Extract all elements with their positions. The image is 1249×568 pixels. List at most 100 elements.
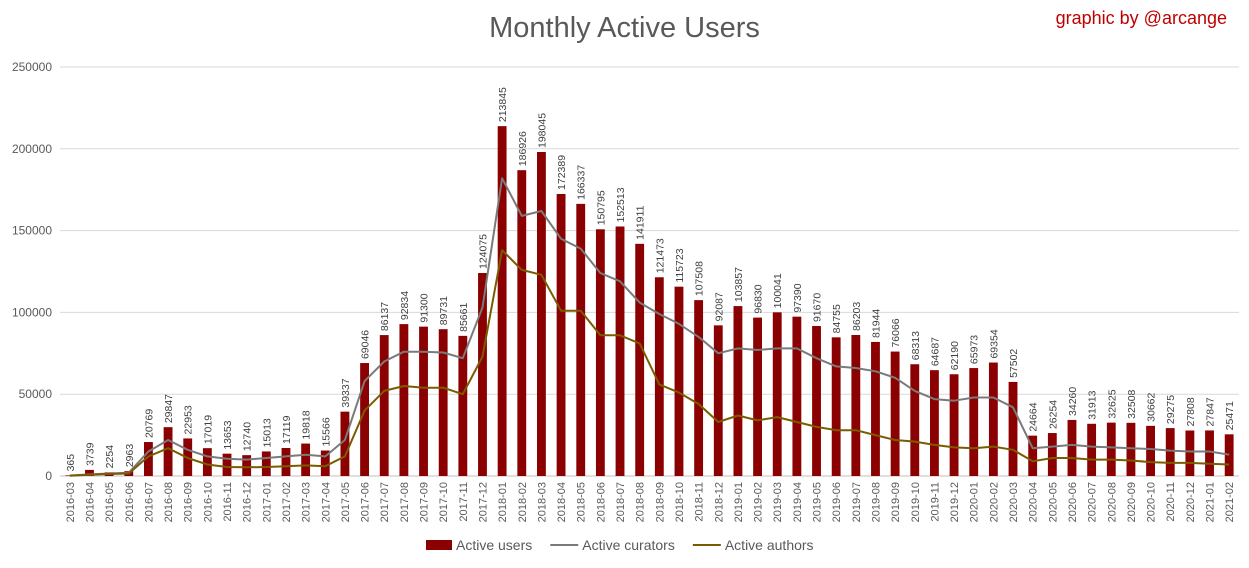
bar: [1224, 434, 1234, 476]
x-tick-label: 2016-04: [84, 482, 96, 522]
bar: [163, 427, 173, 476]
y-tick-label: 50000: [19, 387, 53, 401]
data-label: 57502: [1008, 349, 1020, 378]
bar: [988, 362, 998, 476]
bar: [1126, 422, 1136, 476]
x-tick-label: 2020-05: [1047, 482, 1059, 522]
x-tick-label: 2018-04: [556, 482, 568, 522]
x-tick-label: 2018-01: [497, 482, 509, 522]
bar: [595, 229, 605, 476]
data-label: 91670: [812, 293, 824, 322]
data-label: 3739: [84, 442, 96, 466]
x-tick-label: 2018-02: [517, 482, 529, 522]
x-tick-label: 2017-03: [301, 482, 313, 522]
x-tick-label: 2016-08: [163, 482, 175, 522]
bar: [772, 312, 782, 476]
data-label: 186926: [517, 131, 529, 166]
data-label: 17119: [281, 415, 293, 444]
x-tick-label: 2018-08: [635, 482, 647, 522]
bar: [242, 455, 252, 476]
data-label: 91300: [419, 293, 431, 322]
data-label: 86137: [379, 302, 391, 331]
bar: [281, 447, 291, 476]
bar: [261, 451, 271, 476]
data-label: 22953: [183, 405, 195, 434]
bar: [1067, 419, 1077, 476]
x-tick-label: 2017-02: [281, 482, 293, 522]
legend-label: Active authors: [725, 537, 814, 553]
bar: [1146, 425, 1155, 476]
x-tick-label: 2021-01: [1205, 482, 1217, 522]
x-tick-label: 2016-12: [242, 482, 254, 522]
x-tick-label: 2018-05: [576, 482, 588, 522]
x-tick-label: 2017-12: [477, 482, 489, 522]
data-label: 92834: [399, 291, 411, 320]
x-tick-label: 2021-02: [1224, 482, 1236, 522]
data-label: 15013: [261, 418, 273, 447]
x-tick-label: 2018-11: [694, 482, 706, 522]
bar: [85, 469, 94, 476]
data-label: 166337: [576, 165, 588, 200]
x-tick-label: 2016-03: [65, 482, 77, 522]
x-tick-label: 2019-11: [929, 482, 941, 522]
bar: [792, 316, 802, 476]
bar: [360, 363, 369, 476]
bar: [1008, 381, 1018, 476]
x-tick-label: 2017-08: [399, 482, 411, 522]
data-label: 19818: [301, 410, 313, 439]
series-line-active-curators: [69, 177, 1230, 477]
bar: [753, 317, 762, 476]
bar: [340, 411, 350, 476]
bar: [1205, 430, 1214, 476]
bar: [1185, 430, 1195, 476]
data-label: 26254: [1047, 400, 1059, 429]
bar: [556, 193, 566, 476]
bar: [871, 341, 880, 476]
data-label: 65973: [969, 335, 981, 364]
data-label: 25471: [1224, 401, 1236, 430]
bar: [930, 370, 939, 476]
x-tick-label: 2017-09: [419, 482, 431, 522]
x-tick-label: 2019-09: [890, 482, 902, 522]
bar: [301, 443, 311, 476]
x-tick-label: 2016-09: [183, 482, 195, 522]
bar: [222, 453, 232, 476]
x-tick-label: 2018-12: [713, 482, 725, 522]
chart-title: Monthly Active Users: [489, 12, 760, 44]
x-tick-label: 2016-11: [222, 482, 234, 522]
data-label: 64687: [929, 337, 941, 366]
x-tick-label: 2020-03: [1008, 482, 1020, 522]
bar: [635, 243, 645, 476]
data-label: 365: [65, 454, 77, 472]
bar: [1106, 422, 1116, 476]
x-tick-label: 2019-05: [812, 482, 824, 522]
data-label: 69046: [360, 330, 372, 359]
data-label: 92087: [713, 292, 725, 321]
x-tick-label: 2019-12: [949, 482, 961, 522]
bar: [1165, 428, 1175, 476]
x-tick-label: 2020-09: [1126, 482, 1138, 522]
data-label: 17019: [202, 415, 214, 444]
bar: [969, 368, 979, 476]
bar: [694, 300, 704, 476]
x-tick-label: 2017-05: [340, 482, 352, 522]
x-tick-label: 2020-07: [1087, 482, 1099, 522]
x-tick-label: 2016-07: [143, 482, 155, 522]
data-label: 84755: [831, 304, 843, 333]
bar: [517, 170, 527, 476]
x-tick-label: 2017-06: [360, 482, 372, 522]
x-tick-label: 2020-10: [1146, 482, 1158, 522]
bar: [615, 226, 625, 476]
x-tick-label: 2019-08: [870, 482, 882, 522]
bar: [654, 277, 664, 476]
bar: [1047, 433, 1057, 476]
x-tick-label: 2019-02: [753, 482, 765, 522]
bar: [949, 374, 959, 476]
x-tick-label: 2020-11: [1165, 482, 1177, 522]
data-label: 76066: [890, 318, 902, 347]
y-tick-label: 250000: [12, 60, 52, 74]
x-tick-label: 2020-08: [1106, 482, 1118, 522]
x-tick-label: 2019-01: [733, 482, 745, 522]
data-label: 12740: [242, 422, 254, 451]
